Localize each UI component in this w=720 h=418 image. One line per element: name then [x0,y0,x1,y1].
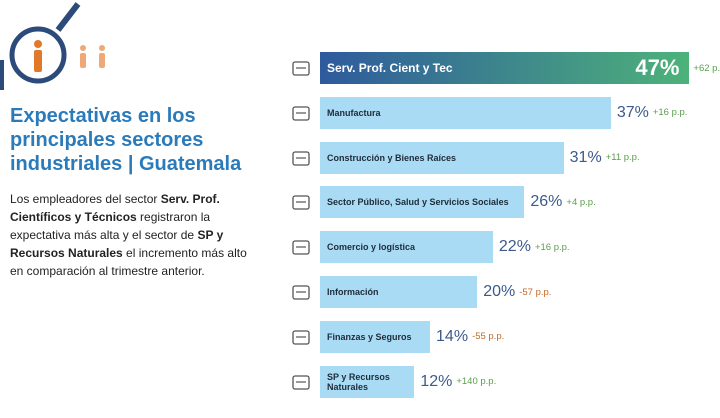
edge-stripe [0,60,4,90]
change-label: +16 p.p. [534,241,570,253]
value-label: 20% [483,283,516,300]
description-segment: Los empleadores del sector [10,192,161,206]
sector-icon [292,285,310,300]
category-label: Sector Público, Salud y Servicios Social… [327,197,509,208]
category-label: Finanzas y Seguros [327,331,412,342]
value-label: 31% [569,148,602,166]
description-segment: el incremento más alto en comparación al… [10,246,247,278]
category-label: Manufactura [327,107,381,118]
sector-icon [292,106,310,121]
change-label: +62 p.p. [693,62,720,74]
person-body [99,53,105,68]
sector-icon [292,61,310,76]
category-label: SP y Recursos Naturales [327,371,390,392]
description-segment: registraron la expectativa más alta y el… [10,210,211,242]
person-head [99,45,105,51]
sector-icon [292,195,310,211]
change-label: +4 p.p. [566,196,596,208]
person-head [34,40,42,48]
category-label: Información [327,287,379,297]
description-segment: Serv. Prof. Científicos y Técnicos [10,192,220,224]
change-label: +11 p.p. [605,152,640,164]
category-label: Construcción y Bienes Raíces [327,152,457,163]
bar [320,365,415,398]
description-segment: SP y Recursos Naturales [10,228,224,260]
value-label: 37% [616,103,649,121]
bar [320,141,564,174]
sector-icon [292,240,310,255]
category-label: Serv. Prof. Cient y Tec [327,61,453,75]
handle [55,2,81,32]
value-label: 12% [420,372,453,390]
change-label: +16 p.p. [652,107,688,119]
description: Los empleadores del sector Serv. Prof. C… [10,190,260,280]
person-body [34,50,42,72]
bar [320,231,493,264]
sector-icon [292,150,310,166]
bar [320,276,478,308]
change-label: -57 p.p. [519,286,552,298]
bar [320,320,431,353]
bar [320,52,690,84]
person-head [80,45,86,51]
bar [320,186,525,219]
value-label: 47% [635,55,680,80]
change-label: +140 p.p. [456,376,497,388]
sector-icon [292,330,310,345]
category-label: Comercio y logística [327,242,416,253]
person-body [80,53,86,68]
change-label: -55 p.p. [472,331,505,343]
value-label: 26% [530,193,563,211]
bar [320,96,611,129]
value-label: 14% [436,327,469,345]
sector-icon [292,374,310,390]
value-label: 22% [498,238,531,256]
logo-magnifier [0,2,105,90]
title: Expectativas en los principales sectores… [10,105,242,175]
